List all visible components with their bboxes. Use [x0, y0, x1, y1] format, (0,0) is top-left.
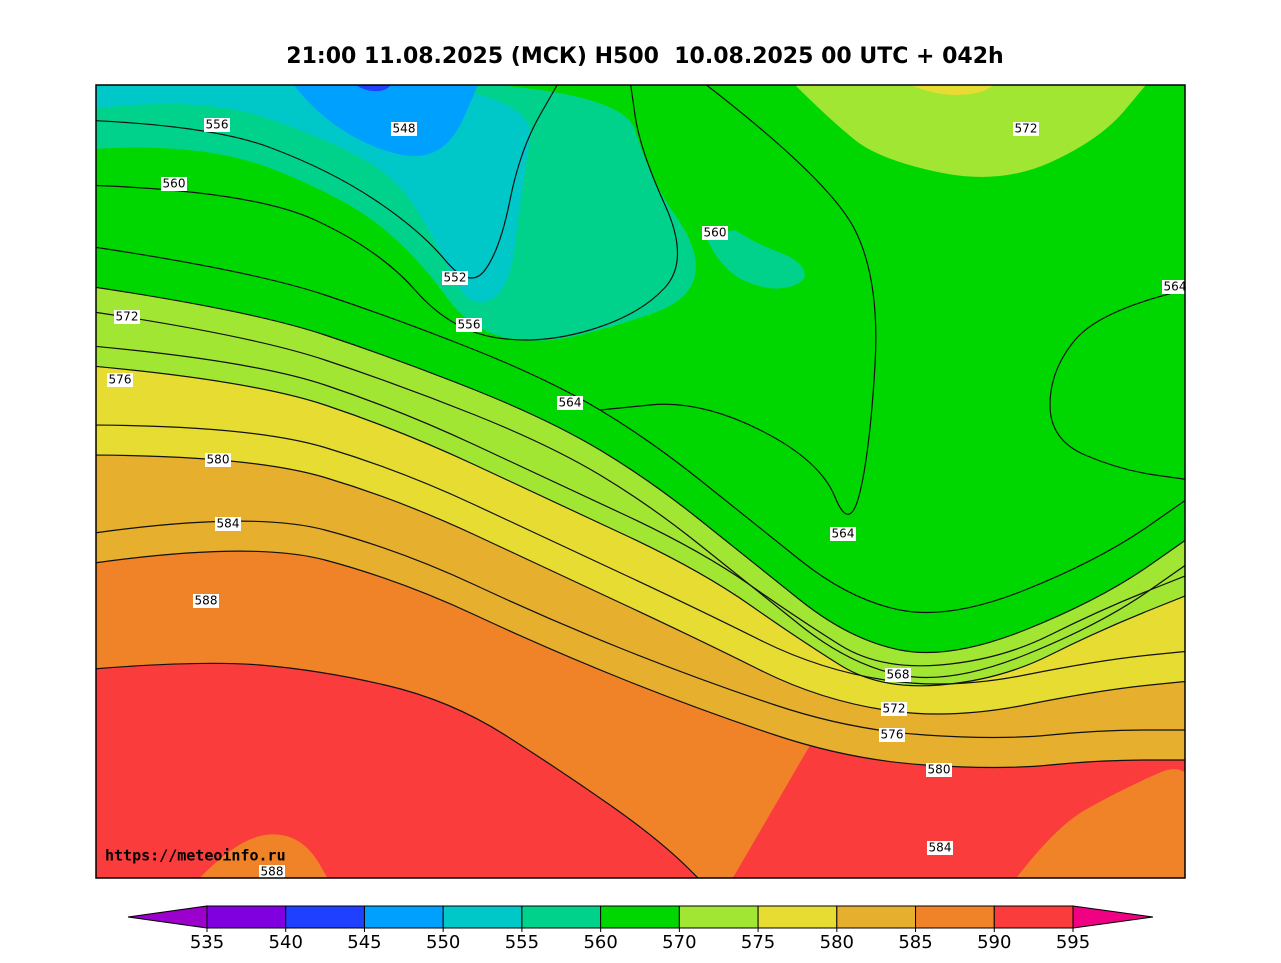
colorbar-label: 535: [190, 932, 224, 953]
watermark: https://meteoinfo.ru: [105, 847, 286, 865]
contour-line: [96, 520, 1185, 739]
contour-label: 572: [116, 310, 139, 324]
field-band: [293, 85, 478, 156]
contour-label: 564: [832, 527, 855, 541]
colorbar-label: 575: [741, 932, 775, 953]
field-band: [910, 85, 994, 95]
contour-label-box: [1013, 122, 1039, 136]
contour-line: [96, 85, 558, 279]
contour-label: 576: [109, 373, 132, 387]
colorbar-label: 585: [898, 932, 932, 953]
contour-label-box: [926, 763, 952, 777]
contour-label-box: [881, 702, 907, 716]
colorbar: 535 540 545 550 555 560 570 575 580 585 590 595: [127, 905, 1154, 953]
field-band: [96, 85, 696, 341]
contour-label-box: [114, 310, 140, 324]
contour-label: 564: [559, 396, 582, 410]
contour-label: 588: [195, 594, 218, 608]
colorbar-box: [915, 905, 995, 929]
contour-label-box: [391, 122, 417, 136]
colorbar-box: [521, 905, 602, 929]
colorbar-label: 545: [347, 932, 381, 953]
contour-label-box: [1162, 280, 1188, 294]
contour-label: 556: [458, 318, 481, 332]
contour-label: 572: [883, 702, 906, 716]
contour-label: 564: [1164, 280, 1187, 294]
colorbar-label: 595: [1056, 932, 1090, 953]
contour-label: 584: [929, 841, 952, 855]
contour-label-box: [204, 118, 230, 132]
contour-label-box: [107, 373, 133, 387]
colorbar-label: 560: [583, 932, 617, 953]
contour-line: [96, 286, 1185, 654]
colorbar-extend-high: [1072, 905, 1154, 929]
contour-label-box: [161, 177, 187, 191]
contour-label: 580: [928, 763, 951, 777]
contour-line: [96, 424, 1185, 685]
map-title: 21:00 11.08.2025 (МСК) H500 10.08.2025 0…: [286, 44, 1003, 69]
colorbar-box: [442, 905, 523, 929]
contour-lines: [96, 85, 1185, 878]
height-fields: [96, 85, 1185, 878]
colorbar-box: [757, 905, 838, 929]
contour-line: [96, 85, 679, 341]
contour-label: 580: [207, 453, 230, 467]
contour-label-box: [879, 728, 905, 742]
contour-label-box: [259, 865, 285, 879]
contour-line: [1049, 289, 1185, 480]
contour-label: 572: [1015, 122, 1038, 136]
contour-label-box: [557, 396, 583, 410]
contour-label: 560: [163, 177, 186, 191]
colorbar-box: [993, 905, 1074, 929]
contour-label: 584: [217, 517, 240, 531]
colorbar-box: [600, 905, 680, 929]
field-band: [356, 85, 391, 92]
field-band: [705, 230, 805, 289]
contour-label: 576: [881, 728, 904, 742]
colorbar-box: [678, 905, 759, 929]
contour-label-box: [885, 668, 911, 682]
colorbar-box: [285, 905, 365, 929]
contour-label: 560: [704, 226, 727, 240]
contour-line: [96, 345, 1185, 667]
colorbar-label: 550: [426, 932, 460, 953]
colorbar-box: [363, 905, 444, 929]
contour-label: 548: [393, 122, 416, 136]
contour-label-box: [193, 594, 219, 608]
map-frame: [95, 84, 1186, 879]
contour-label: 556: [206, 118, 229, 132]
contour-label: 552: [444, 271, 467, 285]
colorbar-label: 580: [820, 932, 854, 953]
contour-line: [96, 365, 1185, 687]
contour-label-box: [215, 517, 241, 531]
contour-label-box: [702, 226, 728, 240]
field-band: [1016, 769, 1185, 878]
contour-line: [96, 246, 1185, 614]
contour-label-box: [442, 271, 468, 285]
colorbar-box: [836, 905, 917, 929]
colorbar-label: 590: [977, 932, 1011, 953]
contour-line: [96, 454, 1185, 715]
field-band: [795, 85, 1146, 177]
colorbar-label: 540: [269, 932, 303, 953]
field-band: [96, 85, 1185, 653]
contour-label-box: [456, 318, 482, 332]
contour-label: 588: [261, 865, 284, 879]
contour-labels: 556 548 560 572 560 552 556 564 572 576 564 580 584 5…: [107, 118, 1188, 879]
contour-label: 568: [887, 668, 910, 682]
contour-label-box: [927, 841, 953, 855]
colorbar-box: [206, 905, 287, 929]
field-band: [199, 834, 328, 878]
contour-label-box: [205, 453, 231, 467]
contour-line: [599, 85, 877, 515]
contour-line: [96, 550, 1185, 769]
contour-line: [96, 662, 699, 878]
contour-line: [96, 311, 1185, 679]
colorbar-label: 555: [505, 932, 539, 953]
colorbar-label: 570: [662, 932, 696, 953]
colorbar-extend-low: [127, 905, 208, 929]
contour-label-box: [830, 527, 856, 541]
